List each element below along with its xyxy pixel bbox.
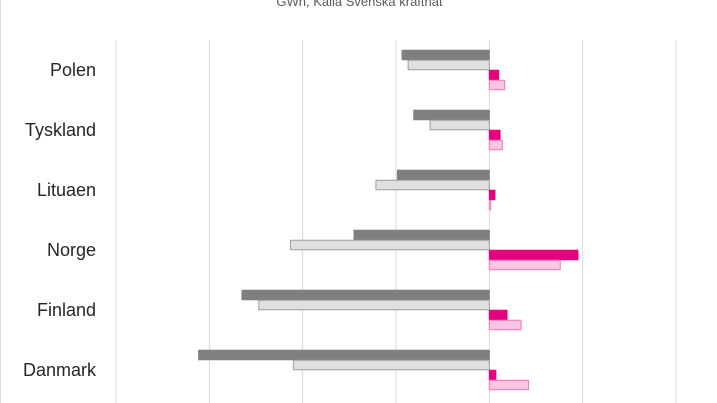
category-label: Norge <box>47 240 96 260</box>
bar-lituaen-series-2 <box>375 179 490 191</box>
bar-danmark-series-3 <box>488 369 497 381</box>
bar-tyskland-series-1 <box>413 109 490 121</box>
category-label: Lituaen <box>37 180 96 200</box>
gridlines <box>115 40 677 403</box>
category-label: Polen <box>50 60 96 80</box>
bar-danmark-series-4 <box>488 379 530 391</box>
bar-finland-series-4 <box>488 319 522 331</box>
bar-danmark-series-1 <box>198 349 490 361</box>
category-label: Danmark <box>23 360 97 380</box>
bar-danmark-series-2 <box>292 359 490 371</box>
bar-polen-series-3 <box>488 69 500 81</box>
bar-finland-series-1 <box>241 289 490 301</box>
bar-lituaen-series-3 <box>488 189 496 201</box>
category-label: Finland <box>37 300 96 320</box>
bar-finland-series-2 <box>258 299 490 311</box>
bar-polen-series-1 <box>401 49 490 61</box>
bar-norge-series-1 <box>353 229 490 241</box>
category-labels: Polen Tyskland Lituaen Norge Finland Danmark <box>23 60 97 380</box>
bar-norge-series-3 <box>488 249 579 261</box>
category-label: Tyskland <box>25 120 96 140</box>
bar-tyskland-series-4 <box>488 139 503 151</box>
bar-polen-series-4 <box>488 79 506 91</box>
bar-finland-series-3 <box>488 309 508 321</box>
bar-tyskland-series-3 <box>488 129 501 141</box>
bar-norge-series-4 <box>488 259 561 271</box>
bar-tyskland-series-2 <box>429 119 490 131</box>
bar-polen-series-2 <box>407 59 490 71</box>
chart-subtitle: GWh, Källa Svenska kraftnät <box>276 0 443 9</box>
bar-lituaen-series-4 <box>488 199 492 211</box>
bar-lituaen-series-1 <box>396 169 490 181</box>
bar-norge-series-2 <box>290 239 490 251</box>
bars <box>198 49 579 391</box>
